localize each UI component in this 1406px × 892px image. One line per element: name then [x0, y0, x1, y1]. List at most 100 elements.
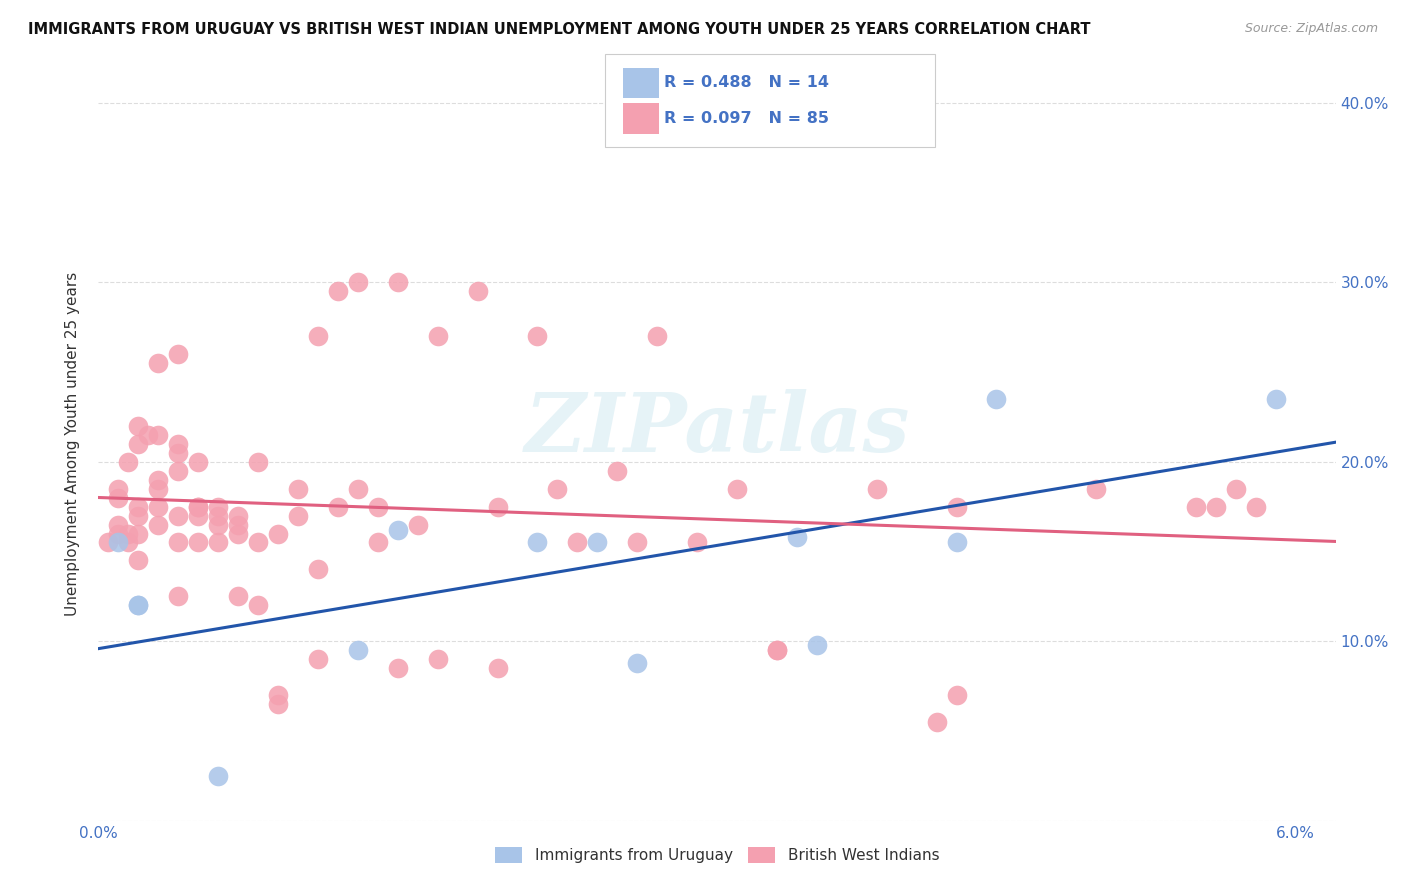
Point: [387, 523, 409, 537]
Point: [986, 392, 1008, 406]
Point: [387, 275, 409, 289]
Point: [426, 329, 449, 343]
Point: [486, 500, 509, 514]
Point: [1244, 500, 1267, 514]
Point: [606, 464, 628, 478]
Point: [207, 500, 229, 514]
Point: [207, 508, 229, 523]
Point: [307, 329, 329, 343]
Point: [686, 535, 709, 549]
Point: [167, 446, 190, 460]
Point: [766, 643, 789, 657]
Point: [1185, 500, 1208, 514]
Point: [925, 714, 948, 729]
Point: [127, 599, 149, 613]
Point: [326, 284, 349, 298]
Point: [287, 482, 309, 496]
Point: [117, 455, 139, 469]
Point: [167, 590, 190, 604]
Point: [148, 482, 170, 496]
Point: [766, 643, 789, 657]
Point: [247, 535, 270, 549]
Point: [347, 275, 370, 289]
Point: [367, 535, 389, 549]
Point: [1264, 392, 1286, 406]
Point: [567, 535, 589, 549]
Point: [127, 526, 149, 541]
Point: [107, 491, 129, 505]
Point: [127, 500, 149, 514]
Point: [226, 526, 249, 541]
Point: [167, 347, 190, 361]
Point: [207, 535, 229, 549]
Point: [127, 437, 149, 451]
Text: ZIPatlas: ZIPatlas: [524, 389, 910, 468]
Point: [326, 500, 349, 514]
Point: [226, 590, 249, 604]
Point: [1205, 500, 1227, 514]
Point: [367, 500, 389, 514]
Point: [945, 535, 967, 549]
Point: [866, 482, 889, 496]
Point: [117, 535, 139, 549]
Point: [725, 482, 748, 496]
Point: [307, 652, 329, 666]
Point: [486, 661, 509, 675]
Point: [945, 688, 967, 702]
Point: [148, 517, 170, 532]
Point: [187, 500, 209, 514]
Point: [127, 508, 149, 523]
Point: [207, 517, 229, 532]
Point: [127, 418, 149, 433]
Point: [267, 697, 290, 711]
Point: [107, 517, 129, 532]
Point: [167, 437, 190, 451]
Point: [148, 356, 170, 370]
Point: [626, 535, 648, 549]
Text: R = 0.488   N = 14: R = 0.488 N = 14: [664, 76, 828, 90]
Point: [167, 464, 190, 478]
Legend: Immigrants from Uruguay, British West Indians: Immigrants from Uruguay, British West In…: [489, 841, 945, 870]
Point: [148, 473, 170, 487]
Point: [546, 482, 568, 496]
Point: [117, 526, 139, 541]
Point: [127, 553, 149, 567]
Point: [247, 455, 270, 469]
Point: [107, 526, 129, 541]
Point: [267, 688, 290, 702]
Point: [148, 427, 170, 442]
Point: [626, 656, 648, 670]
Point: [187, 500, 209, 514]
Point: [347, 643, 370, 657]
Y-axis label: Unemployment Among Youth under 25 years: Unemployment Among Youth under 25 years: [65, 272, 80, 615]
Point: [127, 599, 149, 613]
Point: [287, 508, 309, 523]
Point: [526, 329, 548, 343]
Point: [107, 482, 129, 496]
Point: [167, 535, 190, 549]
Point: [347, 482, 370, 496]
Point: [645, 329, 668, 343]
Text: Source: ZipAtlas.com: Source: ZipAtlas.com: [1244, 22, 1378, 36]
Point: [207, 769, 229, 783]
Point: [406, 517, 429, 532]
Point: [167, 508, 190, 523]
Point: [136, 427, 159, 442]
Point: [247, 599, 270, 613]
Point: [586, 535, 609, 549]
Point: [786, 530, 808, 544]
Point: [307, 562, 329, 576]
Point: [945, 500, 967, 514]
Point: [226, 508, 249, 523]
Point: [467, 284, 489, 298]
Point: [107, 535, 129, 549]
Point: [1225, 482, 1247, 496]
Point: [806, 638, 828, 652]
Text: IMMIGRANTS FROM URUGUAY VS BRITISH WEST INDIAN UNEMPLOYMENT AMONG YOUTH UNDER 25: IMMIGRANTS FROM URUGUAY VS BRITISH WEST …: [28, 22, 1091, 37]
Point: [426, 652, 449, 666]
Point: [267, 526, 290, 541]
Point: [187, 455, 209, 469]
Point: [187, 508, 209, 523]
Point: [187, 535, 209, 549]
Point: [1085, 482, 1108, 496]
